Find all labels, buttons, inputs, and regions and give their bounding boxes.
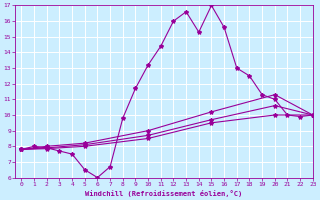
X-axis label: Windchill (Refroidissement éolien,°C): Windchill (Refroidissement éolien,°C) <box>85 190 243 197</box>
